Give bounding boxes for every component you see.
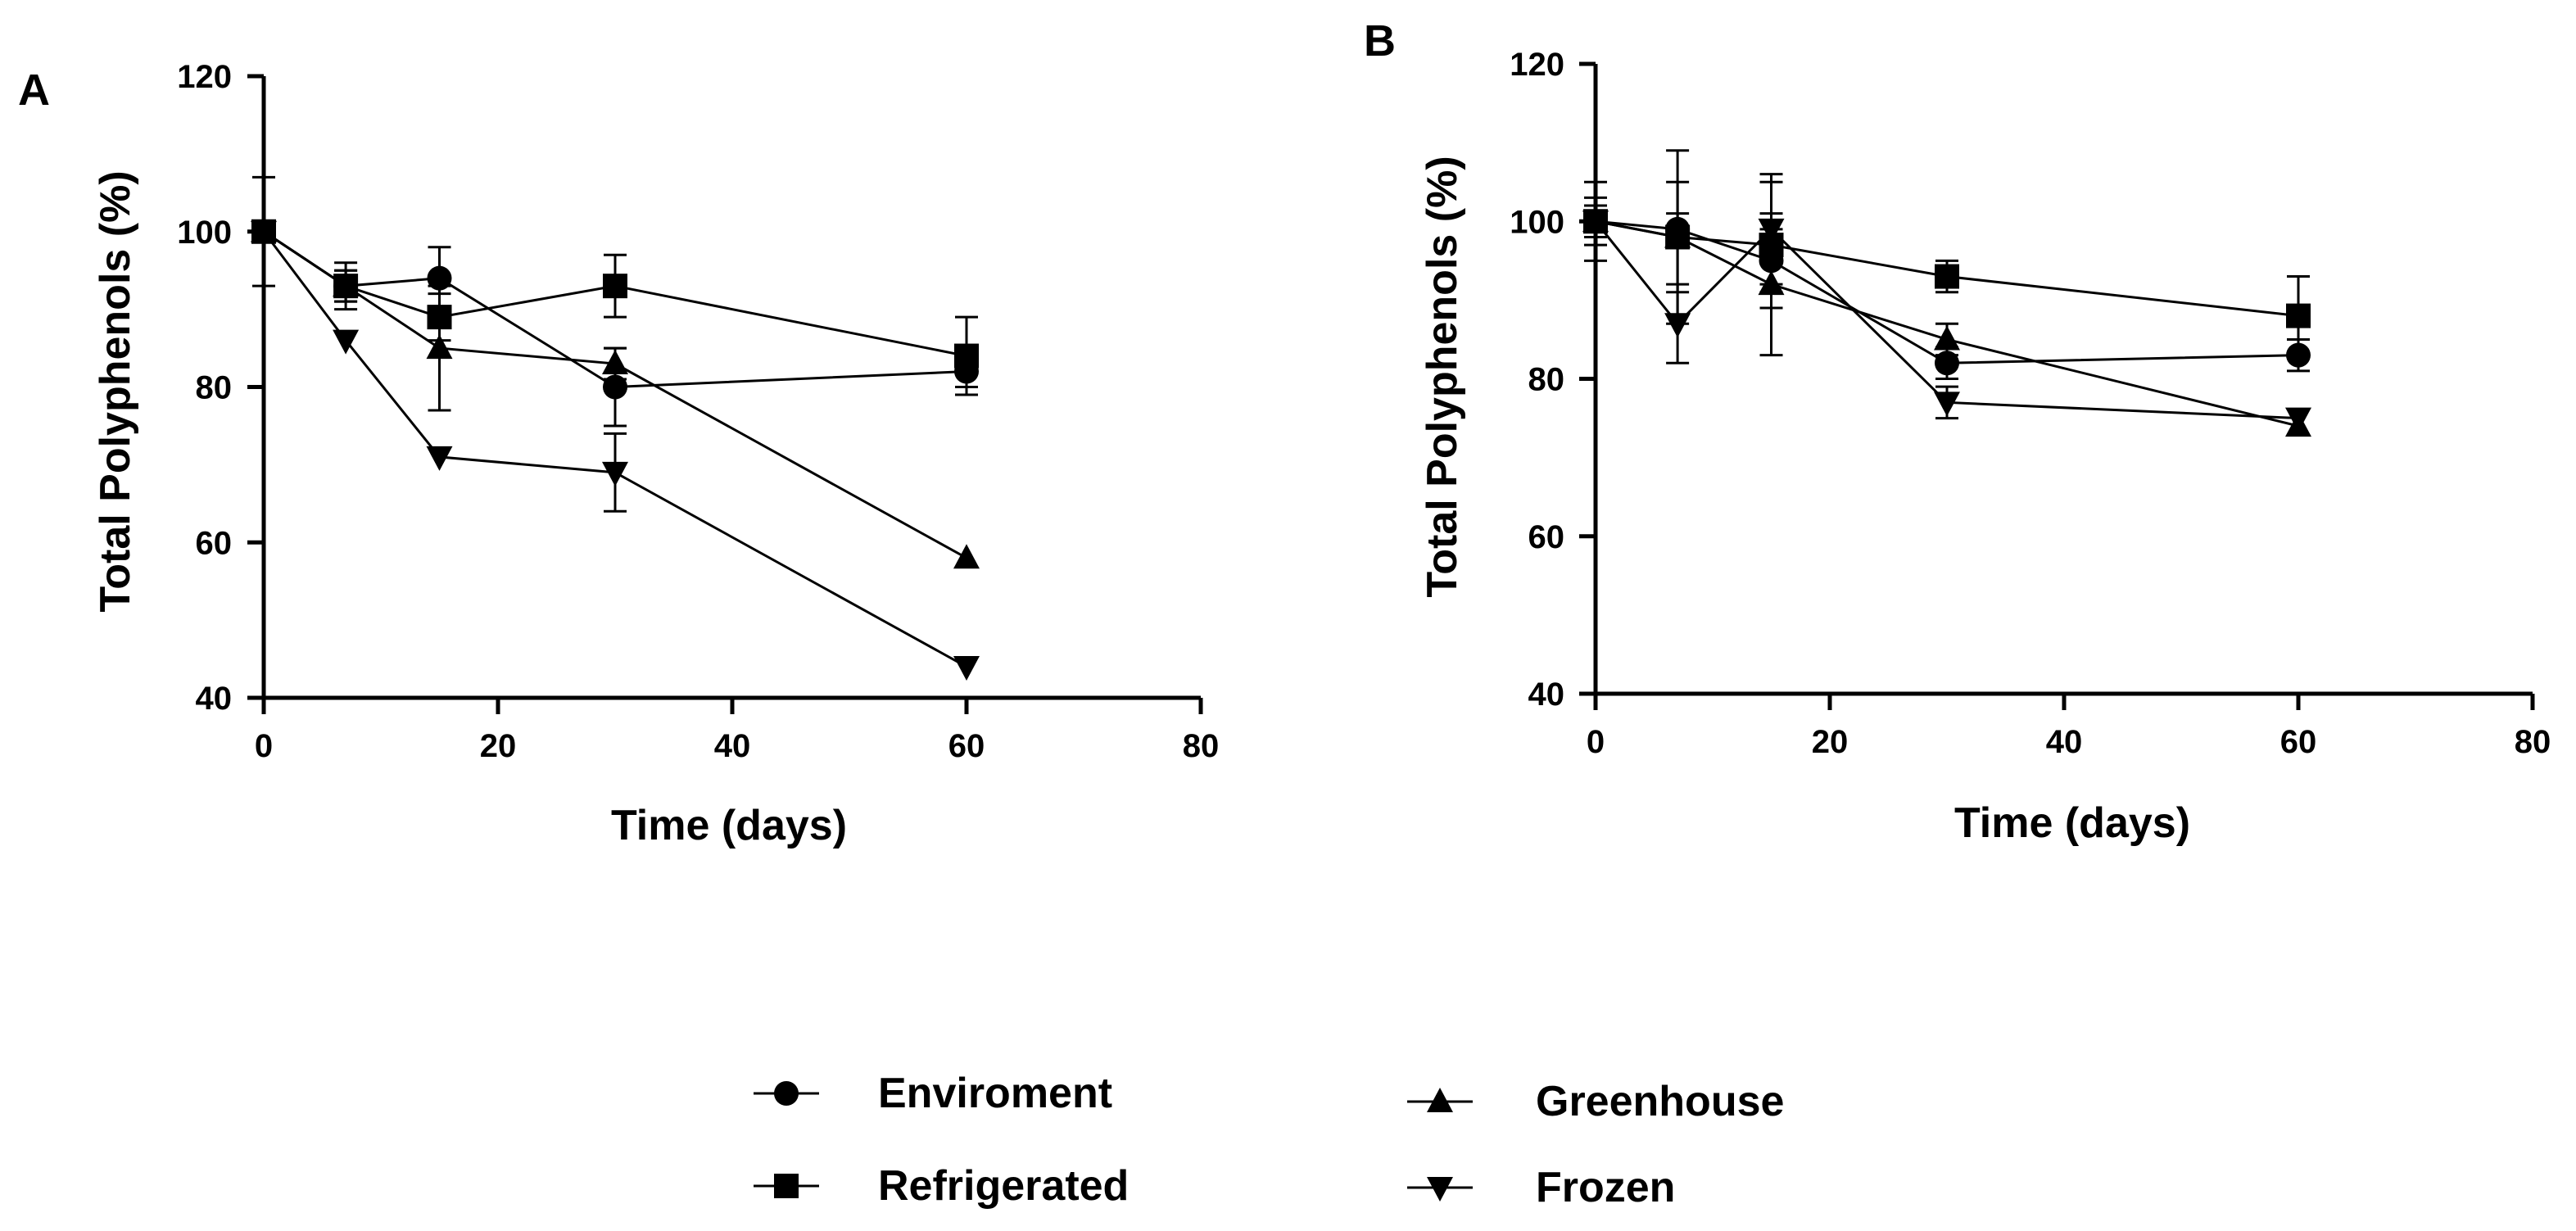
data-point [603, 374, 627, 400]
panel-a: A Total Polyphenols (%) Time (days) 0 20 4… [18, 59, 1219, 849]
legend-label-greenhouse: Greenhouse [1536, 1078, 1784, 1125]
data-point [954, 343, 979, 369]
x-tick-label-a: 80 [1183, 728, 1220, 764]
legend-label-frozen: Frozen [1536, 1164, 1675, 1211]
legend: Enviroment Refrigerated Greenhouse Froze… [754, 1070, 1784, 1211]
series-greenhouse-a [251, 217, 980, 569]
y-tick-label-a: 120 [177, 59, 232, 95]
x-axis-title-b: Time (days) [1954, 799, 2190, 847]
y-axis-title-a: Total Polyphenols (%) [92, 170, 139, 612]
data-point [1935, 264, 1959, 289]
legend-marker-triangle-up [1427, 1088, 1453, 1112]
data-point [427, 265, 452, 291]
y-axis-title-b: Total Polyphenols (%) [1419, 156, 1466, 597]
data-point [426, 334, 453, 360]
x-tick-label-b: 0 [1587, 724, 1605, 760]
plot-area-b: 0 20 40 60 80 40 60 80 100 120 [1510, 47, 2551, 760]
y-tick-label-a: 100 [177, 215, 232, 251]
legend-marker-triangle-down [1427, 1177, 1453, 1202]
data-point [1664, 313, 1691, 338]
series-enviroment-a [251, 219, 979, 428]
series-frozen-b [1582, 173, 2311, 432]
legend-marker-shape [1427, 1177, 1453, 1202]
x-tick-label-a: 60 [948, 728, 985, 764]
data-point [426, 446, 453, 471]
x-tick-label-b: 20 [1812, 724, 1849, 760]
data-point [251, 220, 277, 246]
y-tick-label-a: 60 [196, 525, 233, 561]
legend-item-refrigerated: Refrigerated [754, 1162, 1129, 1210]
x-tick-label-b: 80 [2515, 724, 2551, 760]
data-point [1758, 218, 1785, 243]
data-point [333, 329, 360, 355]
legend-marker-circle [774, 1081, 799, 1106]
legend-item-greenhouse: Greenhouse [1407, 1078, 1784, 1125]
y-tick-label-b: 100 [1510, 204, 1564, 240]
data-point [2286, 303, 2311, 328]
data-point [1582, 210, 1609, 236]
x-tick-label-a: 0 [255, 728, 273, 764]
legend-marker-square [774, 1174, 799, 1198]
series-frozen-a [251, 220, 980, 681]
panel-letter-a: A [18, 66, 50, 115]
data-point [953, 656, 980, 681]
data-point [953, 544, 980, 569]
data-point [1935, 351, 1959, 376]
x-axis-title-a: Time (days) [611, 802, 847, 849]
legend-marker-shape [774, 1174, 799, 1198]
data-point [602, 461, 628, 487]
data-point [603, 274, 627, 299]
x-tick-label-b: 40 [2046, 724, 2083, 760]
x-tick-label-a: 40 [714, 728, 751, 764]
data-point [1664, 223, 1691, 248]
data-point [602, 350, 628, 375]
data-point [1934, 391, 1960, 417]
panel-b: B Total Polyphenols (%) Time (days) 0 20 4… [1364, 16, 2551, 847]
y-tick-label-b: 80 [1528, 362, 1565, 398]
legend-label-refrigerated: Refrigerated [878, 1162, 1129, 1210]
legend-label-enviroment: Enviroment [878, 1070, 1112, 1117]
data-point [1934, 325, 1960, 351]
legend-marker-shape [774, 1081, 799, 1106]
y-tick-label-a: 80 [196, 370, 233, 406]
x-tick-label-b: 60 [2280, 724, 2317, 760]
data-point [333, 272, 360, 297]
data-point [2285, 407, 2311, 432]
legend-item-frozen: Frozen [1407, 1164, 1675, 1211]
legend-marker-shape [1427, 1088, 1453, 1112]
panel-letter-b: B [1364, 16, 1396, 66]
legend-item-enviroment: Enviroment [754, 1070, 1112, 1117]
y-tick-label-b: 60 [1528, 519, 1565, 555]
x-tick-label-a: 20 [480, 728, 517, 764]
y-tick-label-b: 120 [1510, 47, 1564, 83]
plot-area-a: 0 20 40 60 80 40 60 80 100 120 [177, 59, 1219, 764]
y-tick-label-b: 40 [1528, 677, 1565, 713]
y-tick-label-a: 40 [196, 681, 233, 717]
